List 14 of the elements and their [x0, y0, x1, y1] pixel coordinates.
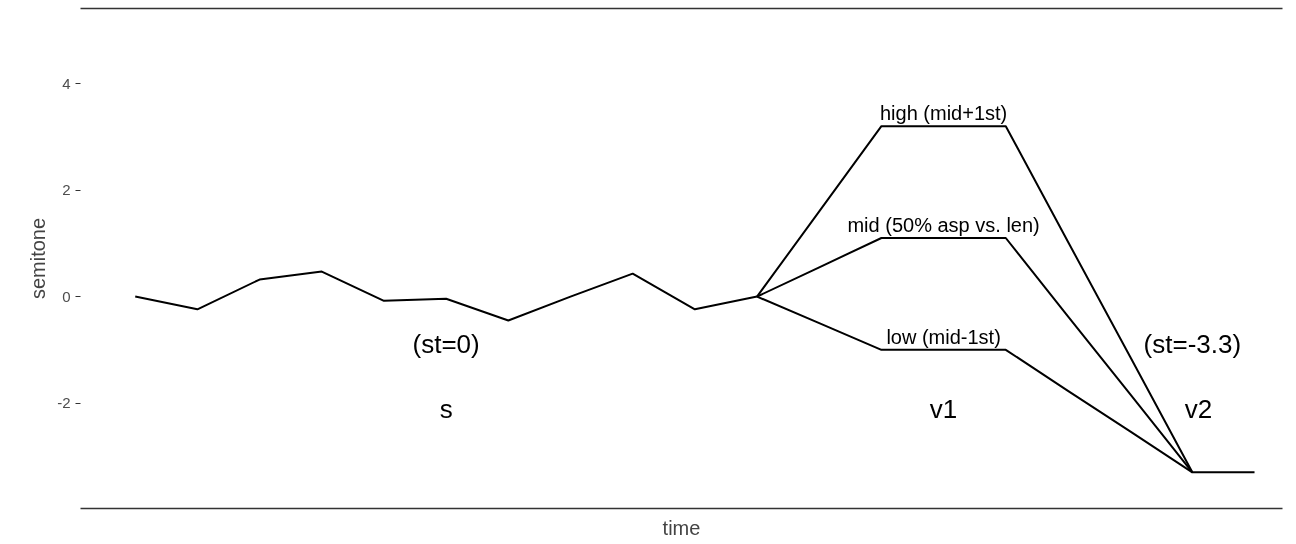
y-tick-label: 0 — [62, 287, 71, 305]
annotation: (st=0) — [412, 328, 480, 359]
y-tick-label: 2 — [62, 181, 71, 199]
x-axis-title: time — [662, 516, 701, 539]
annotation: (st=-3.3) — [1143, 328, 1242, 359]
annotation: v2 — [1184, 393, 1213, 424]
y-tick-label: 4 — [62, 74, 71, 92]
y-axis-title: semitone — [27, 217, 50, 300]
series-label: high (mid+1st) — [879, 102, 1008, 125]
series-label: low (mid-1st) — [886, 325, 1001, 348]
series-label: mid (50% asp vs. len) — [847, 214, 1040, 236]
annotation: s — [439, 393, 453, 424]
y-tick-label: -2 — [57, 394, 71, 412]
annotation: v1 — [929, 393, 958, 424]
